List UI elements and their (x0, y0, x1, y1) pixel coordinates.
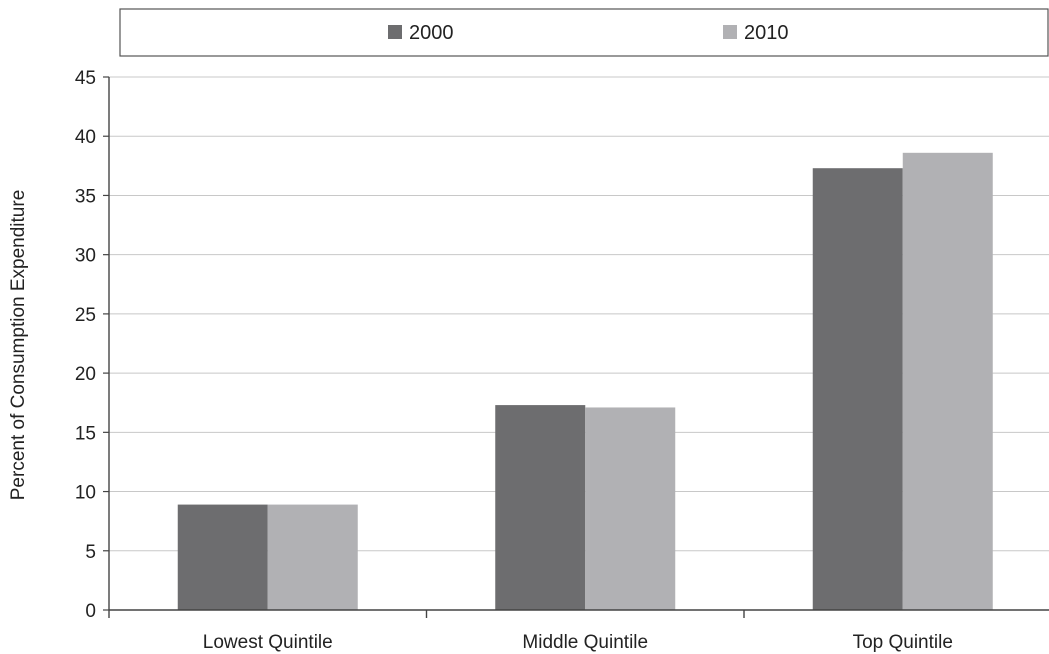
bar-2000-middle-quintile (495, 405, 586, 610)
y-tick-label: 5 (85, 542, 96, 563)
axes (108, 77, 1049, 618)
bar-2010-middle-quintile (585, 407, 676, 610)
x-category-label: Middle Quintile (522, 632, 648, 653)
gridlines (109, 76, 1049, 552)
x-category-label: Lowest Quintile (203, 632, 333, 653)
x-category-labels: Lowest Quintile Middle Quintile Top Quinti… (203, 632, 953, 653)
x-category-label: Top Quintile (853, 632, 953, 653)
legend-label-2010: 2010 (744, 22, 789, 44)
y-tick-label: 10 (75, 483, 96, 504)
y-axis-label: Percent of Consumption Expenditure (8, 190, 29, 501)
y-tick-label: 30 (75, 246, 96, 267)
legend-label-2000: 2000 (409, 22, 454, 44)
y-tick-label: 0 (85, 601, 96, 622)
bar-2000-top-quintile (812, 168, 903, 611)
bars (177, 152, 993, 611)
y-tick-label: 40 (75, 127, 96, 148)
legend: 2000 2010 (119, 8, 1049, 57)
y-tick-label: 20 (75, 364, 96, 385)
y-tick-label: 35 (75, 186, 96, 207)
legend-swatch-2010 (723, 25, 737, 39)
y-tick-labels: 0 5 10 15 20 25 30 35 40 45 (75, 68, 109, 622)
bar-2000-lowest-quintile (177, 504, 268, 610)
bar-2010-top-quintile (902, 152, 993, 610)
y-tick-label: 15 (75, 423, 96, 444)
y-tick-label: 45 (75, 68, 96, 89)
legend-swatch-2000 (388, 25, 402, 39)
y-tick-label: 25 (75, 305, 96, 326)
bar-2010-lowest-quintile (267, 504, 358, 610)
legend-frame (119, 8, 1049, 57)
